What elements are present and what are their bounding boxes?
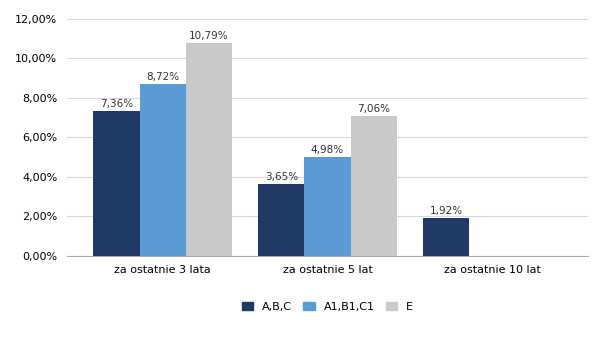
Bar	[139, 84, 186, 256]
Text: 7,06%: 7,06%	[357, 104, 390, 114]
Text: 3,65%: 3,65%	[265, 172, 298, 182]
Text: 10,79%: 10,79%	[189, 31, 229, 41]
Bar	[186, 43, 232, 256]
Text: 1,92%: 1,92%	[430, 206, 463, 216]
Bar	[305, 157, 350, 256]
Text: 4,98%: 4,98%	[311, 145, 344, 156]
Bar	[350, 117, 397, 256]
Text: 8,72%: 8,72%	[146, 72, 179, 82]
Bar	[258, 184, 305, 256]
Text: 7,36%: 7,36%	[100, 99, 133, 109]
Bar	[423, 218, 469, 256]
Legend: A,B,C, A1,B1,C1, E: A,B,C, A1,B1,C1, E	[238, 297, 417, 316]
Bar	[93, 110, 139, 256]
